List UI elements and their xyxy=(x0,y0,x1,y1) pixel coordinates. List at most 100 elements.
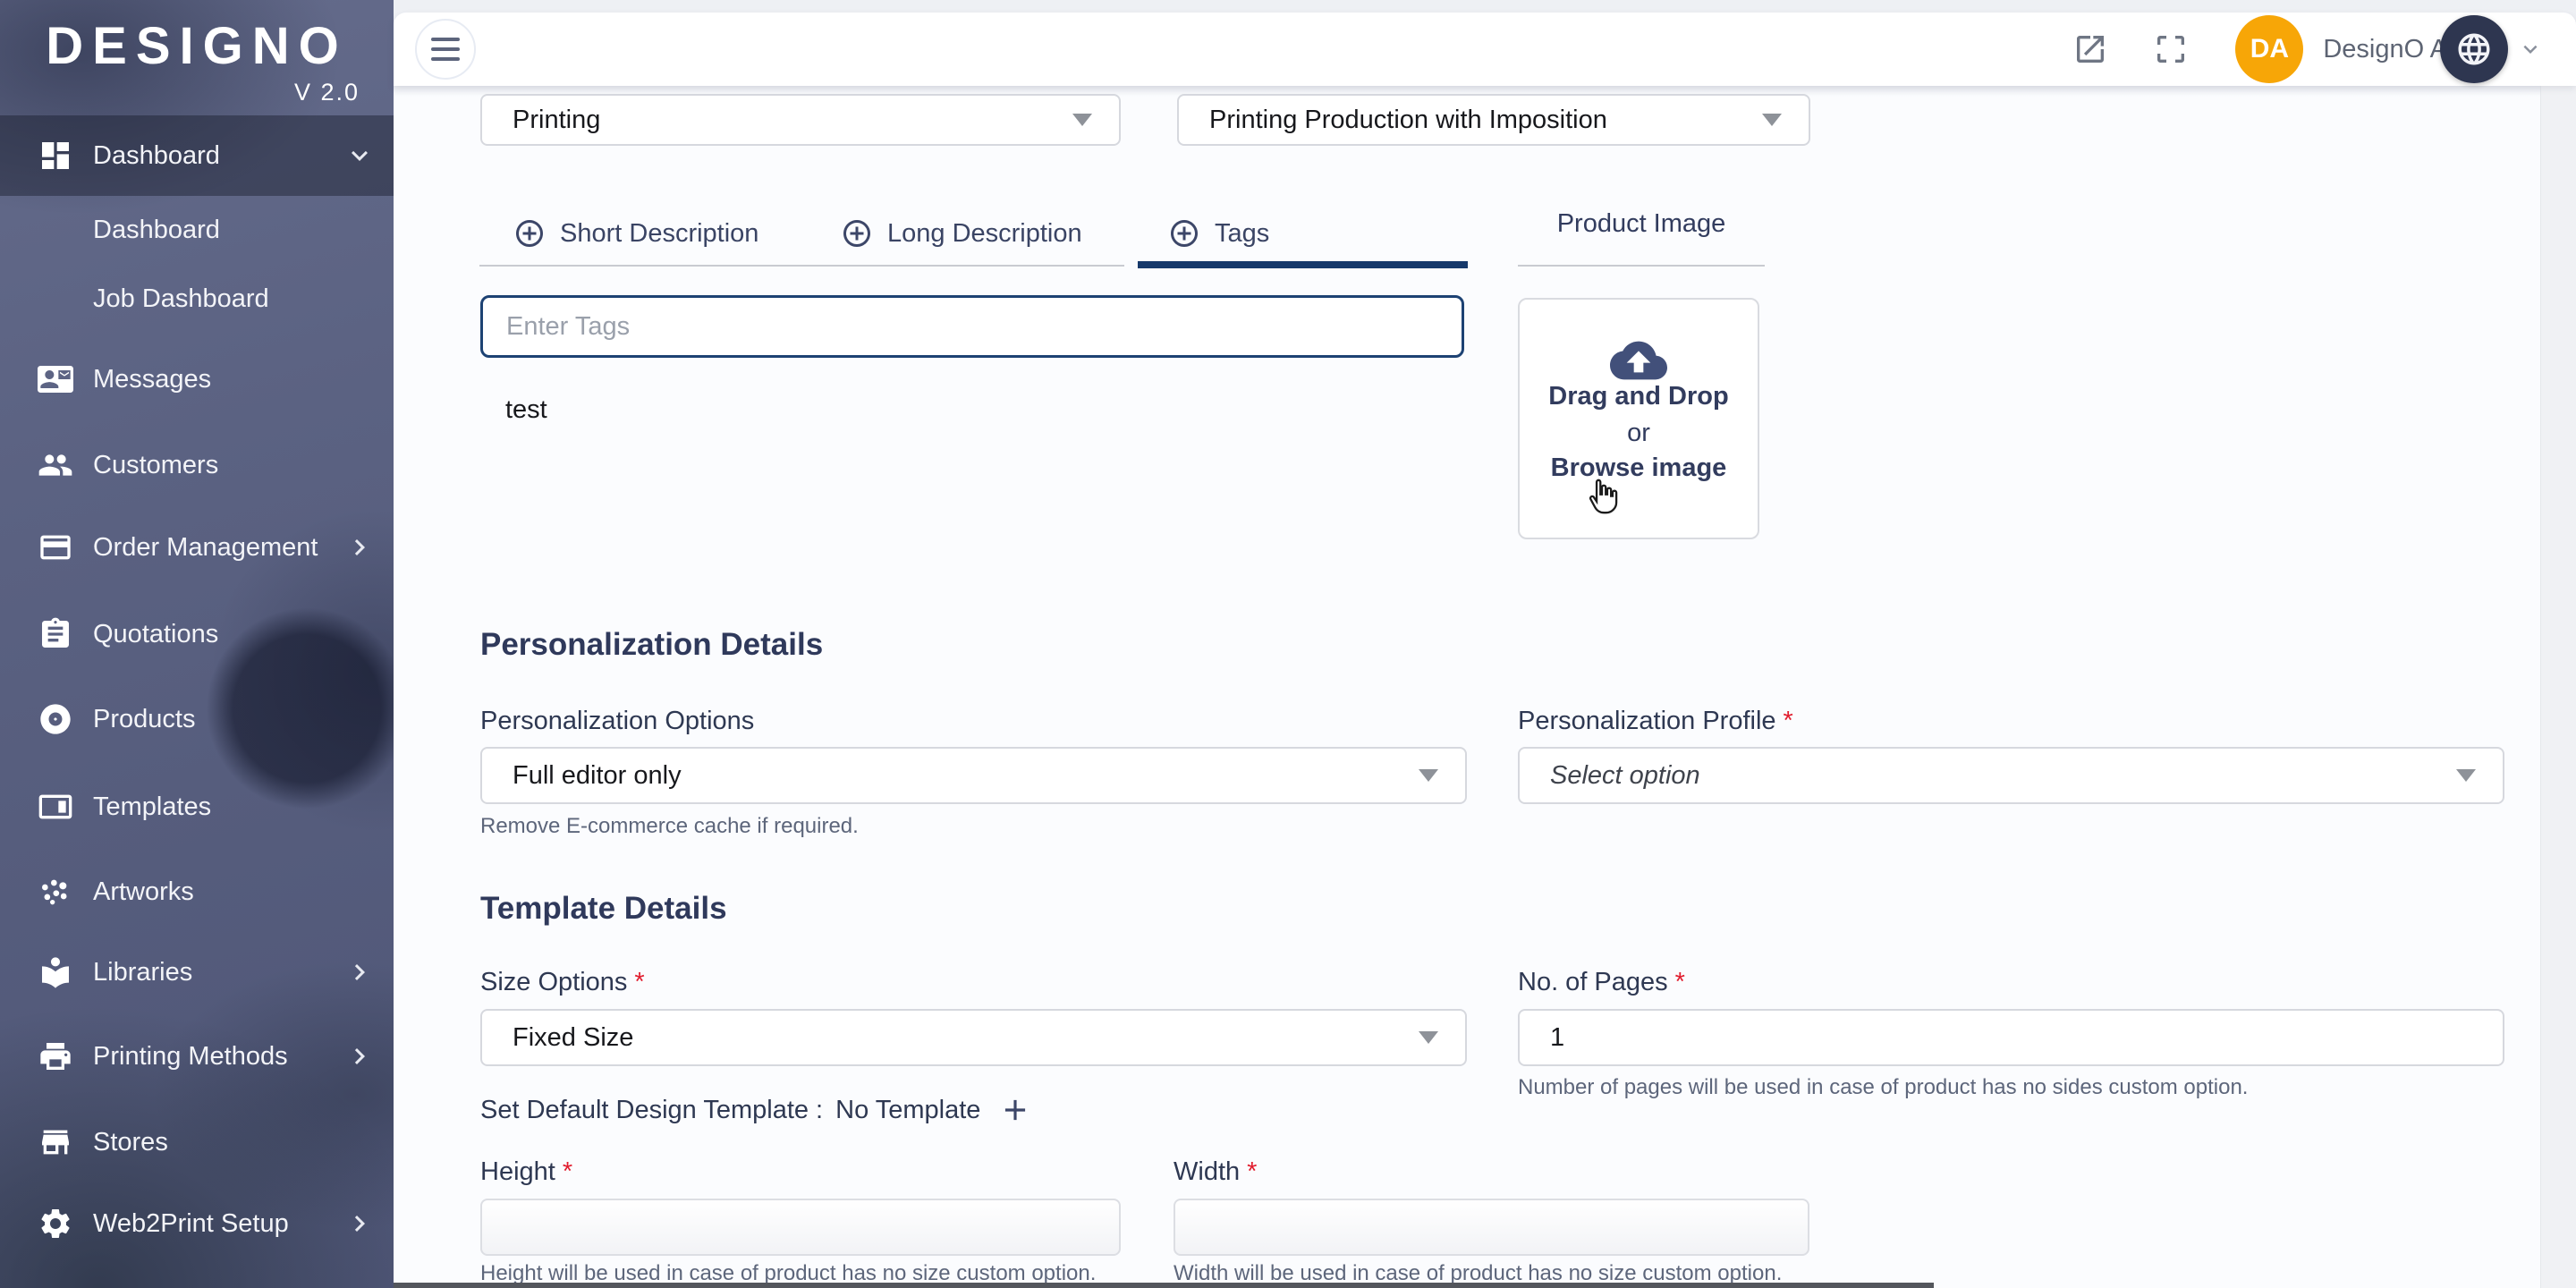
chevron-right-icon xyxy=(343,1208,376,1240)
size-options-select[interactable]: Fixed Size xyxy=(480,1009,1467,1066)
globe-icon xyxy=(2455,30,2493,68)
sidebar-item-label: Dashboard xyxy=(93,140,220,170)
width-input[interactable] xyxy=(1174,1199,1809,1256)
user-avatar[interactable]: DA xyxy=(2235,15,2304,83)
select-arrow-icon xyxy=(1419,1031,1438,1044)
production-select[interactable]: Printing Production with Imposition xyxy=(1177,94,1810,146)
customers-icon xyxy=(38,447,73,483)
category-select[interactable]: Printing xyxy=(480,94,1121,146)
sidebar-item-label: Job Dashboard xyxy=(93,284,269,313)
product-image-dropzone[interactable]: Drag and Drop or Browse image xyxy=(1518,298,1759,539)
product-image-underline xyxy=(1518,265,1765,267)
pages-label: No. of Pages * xyxy=(1518,968,1685,996)
default-template-label: Set Default Design Template : xyxy=(480,1095,824,1124)
size-options-label: Size Options * xyxy=(480,968,645,996)
sidebar-item-web2print-setup[interactable]: Web2Print Setup xyxy=(0,1183,394,1264)
sidebar: DESIGNO V 2.0 Dashboard Dashboard Job Da… xyxy=(0,0,394,1288)
template-heading: Template Details xyxy=(480,891,727,926)
messages-icon xyxy=(38,361,73,397)
tab-label: Long Description xyxy=(887,218,1082,248)
chevron-down-icon xyxy=(343,140,376,172)
sidebar-item-label: Dashboard xyxy=(93,215,220,244)
sidebar-item-label: Products xyxy=(93,704,196,733)
horizontal-scrollbar[interactable] xyxy=(394,1283,1934,1288)
sidebar-toggle-button[interactable] xyxy=(415,19,476,80)
order-management-icon xyxy=(38,530,73,565)
pages-input[interactable] xyxy=(1518,1009,2504,1066)
personalization-options-select[interactable]: Full editor only xyxy=(480,747,1467,804)
default-template-row: Set Default Design Template : No Templat… xyxy=(480,1093,1032,1127)
chevron-down-icon[interactable] xyxy=(2517,36,2544,63)
sidebar-item-templates[interactable]: Templates xyxy=(0,767,394,847)
width-label: Width * xyxy=(1174,1157,1258,1186)
dropzone-browse-text: Browse image xyxy=(1550,453,1727,482)
personalization-options-label: Personalization Options xyxy=(480,707,755,735)
production-select-value: Printing Production with Imposition xyxy=(1209,105,1607,134)
personalization-profile-placeholder: Select option xyxy=(1550,760,1700,790)
sidebar-item-stores[interactable]: Stores xyxy=(0,1102,394,1182)
sidebar-item-products[interactable]: Products xyxy=(0,679,394,759)
sidebar-item-label: Templates xyxy=(93,792,212,821)
sidebar-item-dashboard[interactable]: Dashboard xyxy=(0,115,394,196)
sidebar-item-dashboard-sub[interactable]: Dashboard xyxy=(0,190,394,270)
size-options-value: Fixed Size xyxy=(513,1022,634,1052)
chevron-right-icon xyxy=(343,956,376,988)
required-marker: * xyxy=(634,968,645,996)
topbar: DA DesignO A xyxy=(394,13,2576,86)
tab-tags[interactable]: Tags xyxy=(1168,200,1269,267)
required-marker: * xyxy=(1247,1157,1258,1186)
personalization-heading: Personalization Details xyxy=(480,627,824,662)
sidebar-item-quotations[interactable]: Quotations xyxy=(0,594,394,674)
tab-label: Short Description xyxy=(560,218,759,248)
required-marker: * xyxy=(562,1157,573,1186)
fullscreen-icon[interactable] xyxy=(2153,31,2189,67)
personalization-options-value: Full editor only xyxy=(513,760,682,790)
menu-icon xyxy=(431,38,460,41)
sidebar-item-label: Printing Methods xyxy=(93,1041,288,1071)
add-circle-icon xyxy=(841,217,873,250)
required-marker: * xyxy=(1783,707,1793,735)
category-select-value: Printing xyxy=(513,105,601,134)
open-in-new-icon[interactable] xyxy=(2072,31,2108,67)
height-helper-text: Height will be used in case of product h… xyxy=(480,1261,1097,1285)
select-arrow-icon xyxy=(1762,114,1782,126)
pages-helper-text: Number of pages will be used in case of … xyxy=(1518,1075,2249,1099)
sidebar-item-order-management[interactable]: Order Management xyxy=(0,507,394,588)
required-marker: * xyxy=(1674,968,1685,996)
quotations-icon xyxy=(38,616,73,652)
add-circle-icon xyxy=(1168,217,1200,250)
sidebar-item-job-dashboard[interactable]: Job Dashboard xyxy=(0,258,394,339)
add-circle-icon xyxy=(513,217,546,250)
dropzone-or-text: or xyxy=(1627,419,1650,447)
sidebar-item-label: Quotations xyxy=(93,619,219,648)
tags-input[interactable] xyxy=(480,295,1464,358)
sidebar-item-artworks[interactable]: Artworks xyxy=(0,852,394,932)
sidebar-item-label: Order Management xyxy=(93,532,318,562)
select-arrow-icon xyxy=(1072,114,1092,126)
sidebar-item-libraries[interactable]: Libraries xyxy=(0,932,394,1013)
main-content: Printing Printing Production with Imposi… xyxy=(394,86,2576,1288)
add-template-icon[interactable] xyxy=(998,1093,1032,1127)
user-name: DesignO A xyxy=(2323,34,2447,64)
chevron-right-icon xyxy=(343,531,376,564)
tab-long-description[interactable]: Long Description xyxy=(841,200,1082,267)
templates-icon xyxy=(38,789,73,825)
printing-methods-icon xyxy=(38,1038,73,1074)
tab-short-description[interactable]: Short Description xyxy=(513,200,758,267)
sidebar-item-label: Stores xyxy=(93,1127,168,1157)
personalization-profile-select[interactable]: Select option xyxy=(1518,747,2504,804)
vertical-scrollbar[interactable] xyxy=(2540,86,2576,1288)
select-arrow-icon xyxy=(1419,769,1438,782)
sidebar-item-printing-methods[interactable]: Printing Methods xyxy=(0,1016,394,1097)
products-icon xyxy=(38,701,73,737)
sidebar-item-messages[interactable]: Messages xyxy=(0,339,394,419)
sidebar-item-label: Libraries xyxy=(93,957,193,987)
web2print-setup-icon xyxy=(38,1206,73,1241)
sidebar-item-customers[interactable]: Customers xyxy=(0,425,394,505)
height-input[interactable] xyxy=(480,1199,1121,1256)
mouse-cursor-hand xyxy=(1581,476,1623,517)
sidebar-item-label: Artworks xyxy=(93,877,194,906)
language-button[interactable] xyxy=(2440,15,2508,83)
logo-block: DESIGNO V 2.0 xyxy=(0,0,394,134)
active-tab-indicator xyxy=(1138,261,1468,268)
